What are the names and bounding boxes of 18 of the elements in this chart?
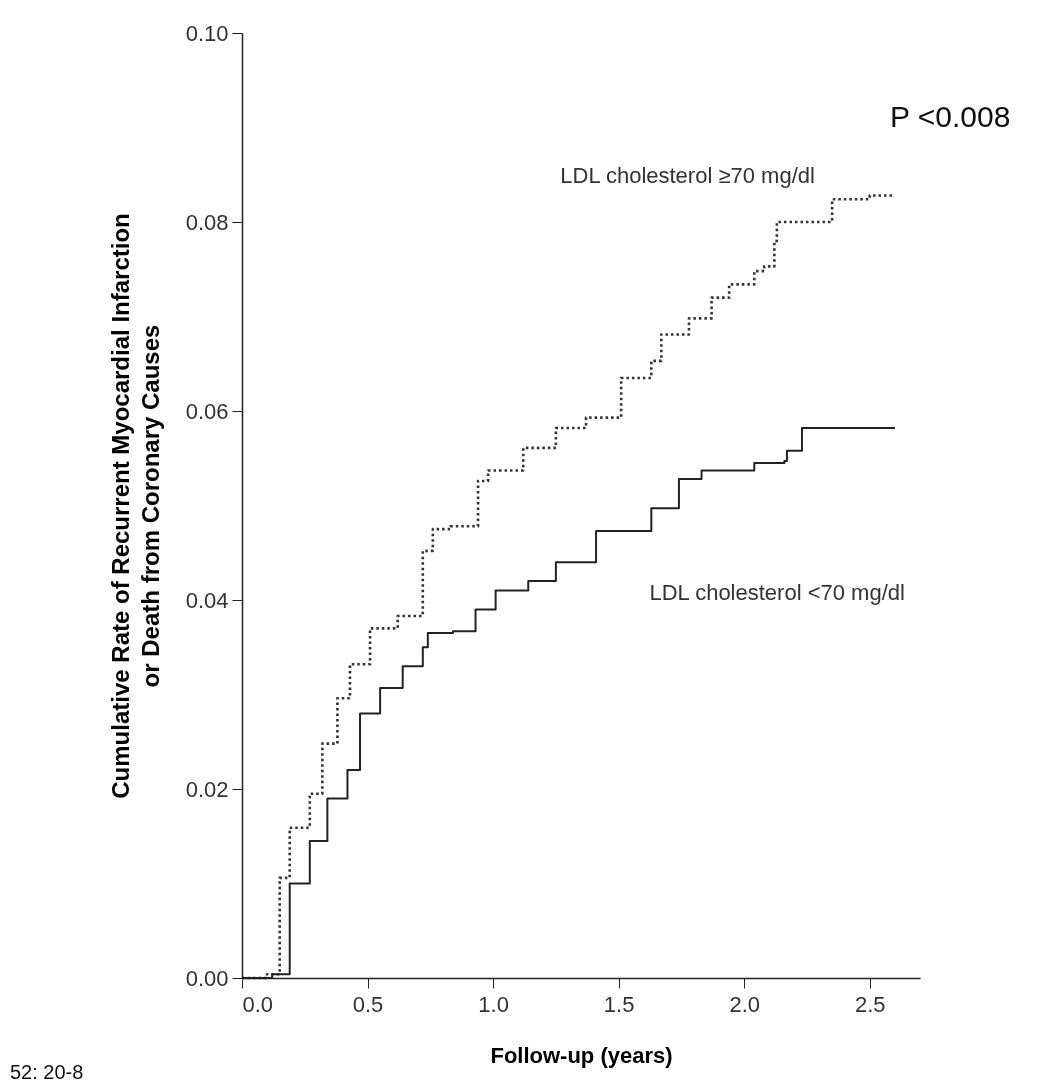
x-tick-label: 1.5: [603, 991, 635, 1017]
y-tick-label: 0.00: [185, 965, 229, 991]
x-tick-label: 2.0: [729, 991, 761, 1017]
y-tick-label: 0.08: [185, 209, 229, 235]
y-tick-label: 0.04: [185, 587, 229, 613]
x-axis-title: Follow-up (years): [490, 1042, 673, 1068]
x-tick-label: 2.5: [854, 991, 886, 1017]
y-axis-title: Cumulative Rate of Recurrent Myocardial Infarction or Death from Coronary Causes: [106, 213, 164, 799]
x-tick-label: 1.0: [478, 991, 509, 1017]
y-tick-label: 0.10: [185, 20, 229, 46]
series-label: LDL cholesterol ≥70 mg/dl: [560, 162, 815, 188]
annotation: P <0.008: [890, 100, 1011, 133]
x-tick-label: 0.5: [352, 991, 384, 1017]
y-tick-label: 0.06: [185, 398, 229, 424]
y-tick-label: 0.02: [185, 776, 229, 802]
text: LDL cholesterol <70 mg/dl: [649, 580, 905, 606]
x-tick-label: 0.0: [242, 991, 274, 1017]
text: 52: 20-8: [10, 1061, 84, 1083]
